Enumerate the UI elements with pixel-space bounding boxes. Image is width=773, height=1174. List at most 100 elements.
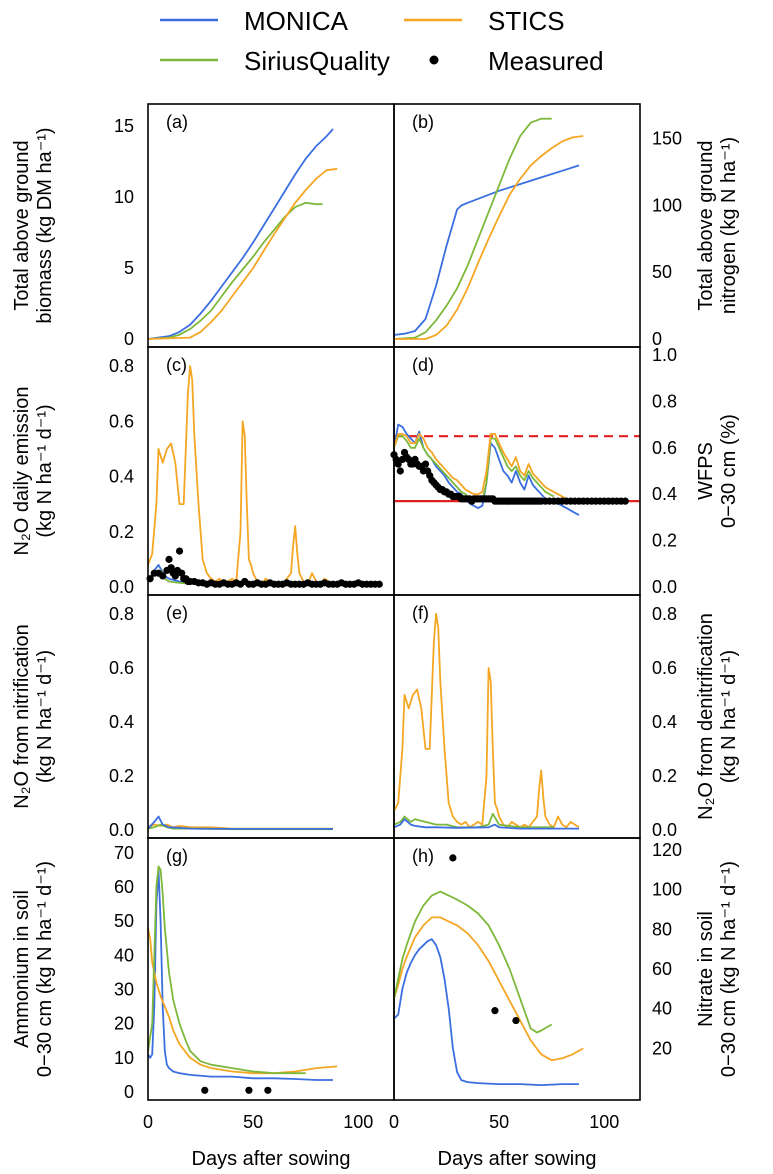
y-tick-label: 0.6 [652, 438, 677, 458]
x-axis-label-right: Days after sowing [438, 1148, 597, 1170]
measured-point [178, 569, 186, 577]
measured-point [167, 564, 175, 572]
y-axis-label-d: WFPS [695, 442, 717, 500]
legend-entry-monica: MONICA [160, 6, 349, 36]
y-tick-label: 0.2 [109, 766, 134, 786]
measured-point [375, 580, 383, 588]
measured-point [175, 547, 184, 555]
measured-point [165, 555, 173, 563]
y-tick-label: 60 [114, 877, 134, 897]
panel-label-d: (d) [412, 355, 434, 375]
panel-label-g: (g) [166, 846, 188, 866]
y-tick-label: 20 [114, 1014, 134, 1034]
series-line-stics-c [147, 365, 334, 586]
series-line-stics-g [147, 927, 338, 1075]
x-tick-label: 0 [143, 1112, 153, 1132]
y-tick-label: 0.6 [109, 411, 134, 431]
y-tick-label: 100 [652, 880, 682, 900]
y-axis-label-b: Total above ground [695, 140, 717, 310]
y-axis-label-e: N₂O from nitrification [11, 624, 33, 808]
legend-entry-siriusquality: SiriusQuality [160, 46, 390, 76]
y-tick-label: 70 [114, 843, 134, 863]
y-tick-label: 1.0 [652, 345, 677, 365]
y-axis-label-b: nitrogen (kg N ha⁻¹) [718, 137, 740, 314]
y-axis-label-f: (kg N ha⁻¹ d⁻¹) [718, 650, 740, 783]
legend-label-siriusquality: SiriusQuality [244, 46, 390, 76]
measured-point [396, 467, 404, 475]
y-tick-label: 0.2 [652, 531, 677, 551]
legend-swatch-measured [429, 55, 439, 65]
y-axis-label-h: Nitrate in soil [695, 911, 717, 1027]
series-line-siriusquality-g [147, 865, 306, 1075]
y-tick-label: 5 [124, 258, 134, 278]
measured-point [421, 460, 430, 468]
series-line-stics-f [393, 612, 580, 829]
x-tick-label: 100 [343, 1112, 373, 1132]
y-tick-label: 80 [652, 919, 672, 939]
panel-frame-h [393, 837, 641, 1101]
series-line-monica-e [147, 815, 333, 830]
y-tick-label: 10 [114, 1048, 134, 1068]
series-line-siriusquality-h [393, 890, 553, 1034]
series-line-stics-d [393, 432, 584, 505]
legend-label-measured: Measured [488, 46, 604, 76]
measured-point [621, 497, 629, 505]
panel-label-a: (a) [166, 112, 188, 132]
series-measured-c [146, 547, 383, 588]
panel-frame-b [393, 103, 641, 348]
panel-b: (b) 0 50 100 150 Total above ground nitrogen (… [393, 103, 740, 349]
panel-e: (e) 0.0 0.2 0.4 0.6 0.8 N₂O from nitrification… [11, 594, 395, 840]
measured-point [171, 572, 179, 580]
series-measured-g [201, 1086, 272, 1094]
series-line-monica-h [393, 938, 579, 1086]
series-line-siriusquality-b [393, 117, 552, 340]
measured-point [264, 1086, 272, 1094]
panel-h: (h) 20 40 60 80 100 120 Nitrate in soil 0−30 cm … [389, 837, 740, 1132]
panel-label-f: (f) [412, 603, 429, 623]
series-measured-d [390, 448, 629, 505]
y-axis-label-g: 0−30 cm (kg N ha⁻¹ d⁻¹) [34, 861, 56, 1077]
y-tick-label: 0 [124, 329, 134, 349]
measured-point [245, 1086, 253, 1094]
y-tick-label: 120 [652, 840, 682, 860]
panel-d: (d) 0.0 0.2 0.4 0.6 0.8 1.0 WFPS 0−30 cm (%) [390, 345, 740, 597]
y-tick-label: 0.0 [109, 577, 134, 597]
panel-g: (g) 0 10 20 30 40 50 60 70 Ammonium in soil 0−30 c… [11, 837, 395, 1132]
y-axis-label-f: N₂O from denitrification [695, 613, 717, 820]
y-tick-label: 0.8 [652, 391, 677, 411]
legend-label-stics: STICS [488, 6, 565, 36]
x-tick-label: 100 [589, 1112, 619, 1132]
panel-label-c: (c) [166, 355, 187, 375]
series-line-monica-g [147, 869, 333, 1081]
y-tick-label: 0.6 [652, 658, 677, 678]
y-axis-label-h: 0−30 cm (kg N ha⁻¹ d⁻¹) [718, 861, 740, 1077]
measured-point [512, 1016, 520, 1025]
series-line-monica-a [147, 128, 334, 340]
y-tick-label: 0.4 [652, 484, 677, 504]
y-tick-label: 0.2 [109, 522, 134, 542]
y-tick-label: 30 [114, 980, 134, 1000]
y-axis-label-c: N₂O daily emission [11, 387, 33, 556]
series-line-monica-f [393, 818, 579, 830]
y-tick-label: 0.4 [652, 712, 677, 732]
series-measured-h [449, 854, 520, 1025]
y-tick-label: 15 [114, 116, 134, 136]
y-tick-label: 100 [652, 195, 682, 215]
panel-label-b: (b) [412, 112, 434, 132]
y-axis-label-g: Ammonium in soil [11, 890, 33, 1048]
y-tick-label: 10 [114, 187, 134, 207]
x-tick-label: 50 [243, 1112, 263, 1132]
y-tick-label: 0.0 [652, 820, 677, 840]
panel-frame-g [147, 837, 395, 1101]
y-tick-label: 0 [652, 329, 662, 349]
measured-point [159, 572, 167, 580]
legend-entry-stics: STICS [404, 6, 565, 36]
measured-point [449, 854, 457, 862]
measured-point [491, 1007, 499, 1015]
y-tick-label: 0.8 [109, 604, 134, 624]
series-line-siriusquality-f [393, 812, 554, 829]
y-tick-label: 40 [652, 999, 672, 1019]
y-tick-label: 0.0 [109, 820, 134, 840]
y-tick-label: 0.8 [109, 356, 134, 376]
